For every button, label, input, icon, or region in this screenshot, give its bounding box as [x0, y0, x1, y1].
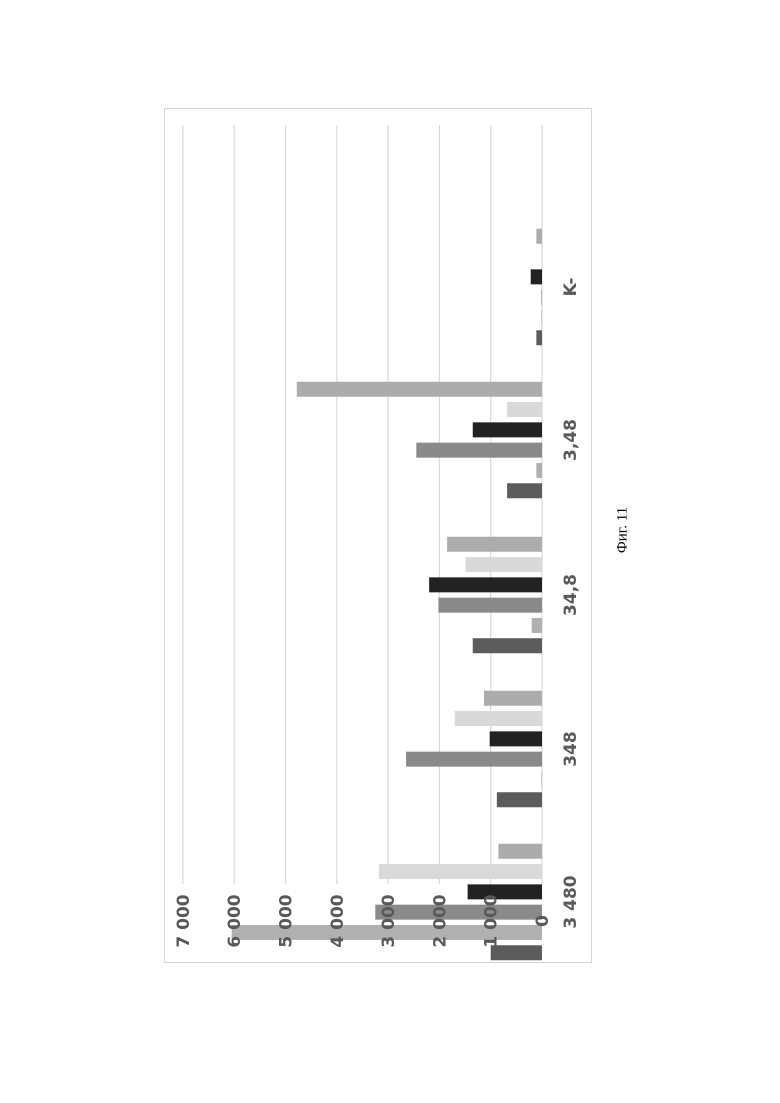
value-tick-label: 0 — [533, 915, 553, 927]
figure-caption: Фиг. 11 — [615, 507, 632, 553]
bar — [447, 537, 542, 552]
figure-caption-box: Фиг. 11 — [608, 470, 638, 590]
value-tick-label: 1 000 — [482, 894, 502, 947]
bar — [536, 463, 542, 478]
bar — [379, 864, 542, 879]
category-labels: 3 480 348 34,8 3,48 K- — [561, 278, 581, 929]
bar — [466, 557, 542, 572]
bar — [507, 483, 542, 498]
bar — [536, 330, 542, 345]
bar — [541, 772, 542, 787]
category-label: 3 480 — [561, 875, 581, 928]
category-label: 34,8 — [561, 574, 581, 616]
value-tick-label: 4 000 — [328, 894, 348, 947]
bar — [497, 792, 542, 807]
bar — [484, 691, 542, 706]
gridlines — [183, 125, 542, 884]
category-label: K- — [561, 278, 581, 297]
value-tick-label: 6 000 — [225, 894, 245, 947]
bar — [455, 711, 542, 726]
bar — [473, 638, 542, 653]
bar — [406, 752, 542, 767]
bar — [473, 422, 542, 437]
bar-chart: 0 1 000 2 000 3 000 4 000 5 000 6 000 7 000 3 4… — [165, 109, 593, 964]
bar — [438, 598, 542, 613]
bar — [541, 310, 542, 325]
value-tick-label: 2 000 — [430, 894, 450, 947]
chart-frame: 0 1 000 2 000 3 000 4 000 5 000 6 000 7 000 3 4… — [164, 108, 592, 963]
value-tick-label: 7 000 — [174, 894, 194, 947]
bar — [468, 884, 542, 899]
bar — [541, 249, 542, 264]
bar — [536, 229, 542, 244]
bar — [541, 290, 542, 305]
bar — [498, 844, 542, 859]
category-label: 3,48 — [561, 419, 581, 461]
bar — [429, 577, 542, 592]
bar — [375, 905, 542, 920]
bar — [416, 443, 542, 458]
bars — [232, 229, 542, 961]
bar — [532, 618, 542, 633]
bar — [507, 402, 542, 417]
bar — [531, 269, 542, 284]
category-label: 348 — [561, 731, 581, 767]
value-tick-label: 5 000 — [277, 894, 297, 947]
value-tick-label: 3 000 — [379, 894, 399, 947]
bar — [490, 731, 542, 746]
bar — [297, 382, 542, 397]
